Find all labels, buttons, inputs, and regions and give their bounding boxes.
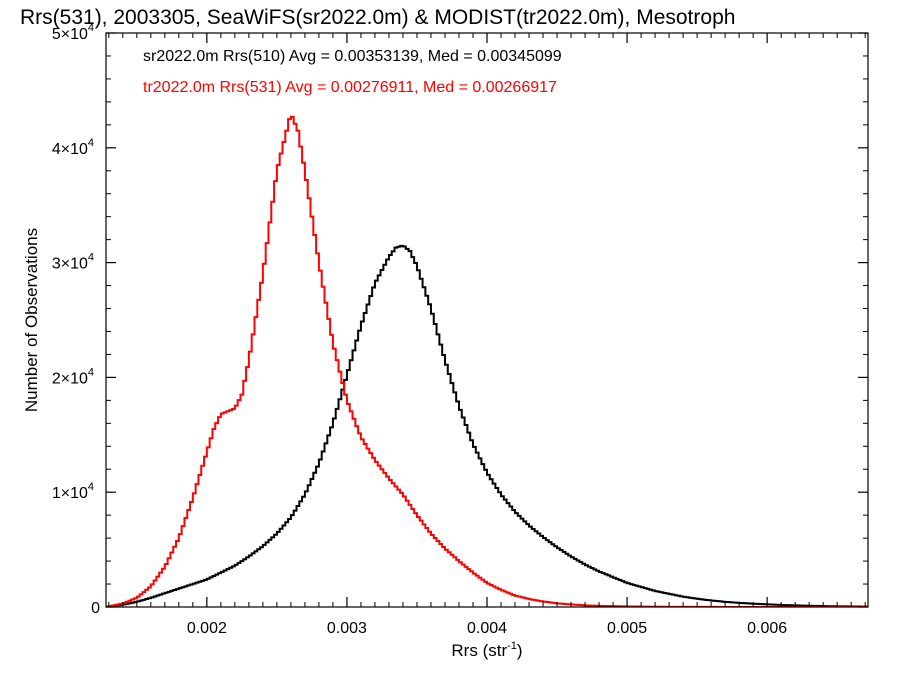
chart-title: Rrs(531), 2003305, SeaWiFS(sr2022.0m) & … <box>20 6 735 29</box>
plot-area <box>105 32 869 608</box>
legend-entry-black: sr2022.0m Rrs(510) Avg = 0.00353139, Med… <box>143 48 562 65</box>
x-tick-label: 0.005 <box>607 620 647 637</box>
y-tick-label: 2×104 <box>52 366 94 387</box>
legend-entry-red: tr2022.0m Rrs(531) Avg = 0.00276911, Med… <box>143 79 557 96</box>
x-tick-label: 0.004 <box>467 620 507 637</box>
x-tick-label: 0.006 <box>747 620 787 637</box>
x-tick-label: 0.003 <box>327 620 367 637</box>
plot-frame <box>105 32 869 608</box>
y-tick-label: 5×104 <box>52 22 94 43</box>
y-tick-label: 3×104 <box>52 252 94 273</box>
x-axis: 0.002 0.003 0.004 0.005 0.006 <box>108 33 866 637</box>
y-tick-label: 0 <box>91 600 100 617</box>
series-layer <box>106 115 868 607</box>
x-axis-label: Rrs (str-1) <box>451 640 522 660</box>
y-axis: 0 1×104 2×104 3×104 4×104 5×104 <box>52 22 868 617</box>
series-line-black <box>106 244 868 607</box>
y-tick-label: 1×104 <box>52 481 94 502</box>
x-axis-label-superscript: -1 <box>507 640 517 652</box>
y-axis-label: Number of Observations <box>22 228 41 412</box>
series-line-red <box>106 115 868 607</box>
x-tick-label: 0.002 <box>187 620 227 637</box>
y-tick-label: 4×104 <box>52 137 94 158</box>
